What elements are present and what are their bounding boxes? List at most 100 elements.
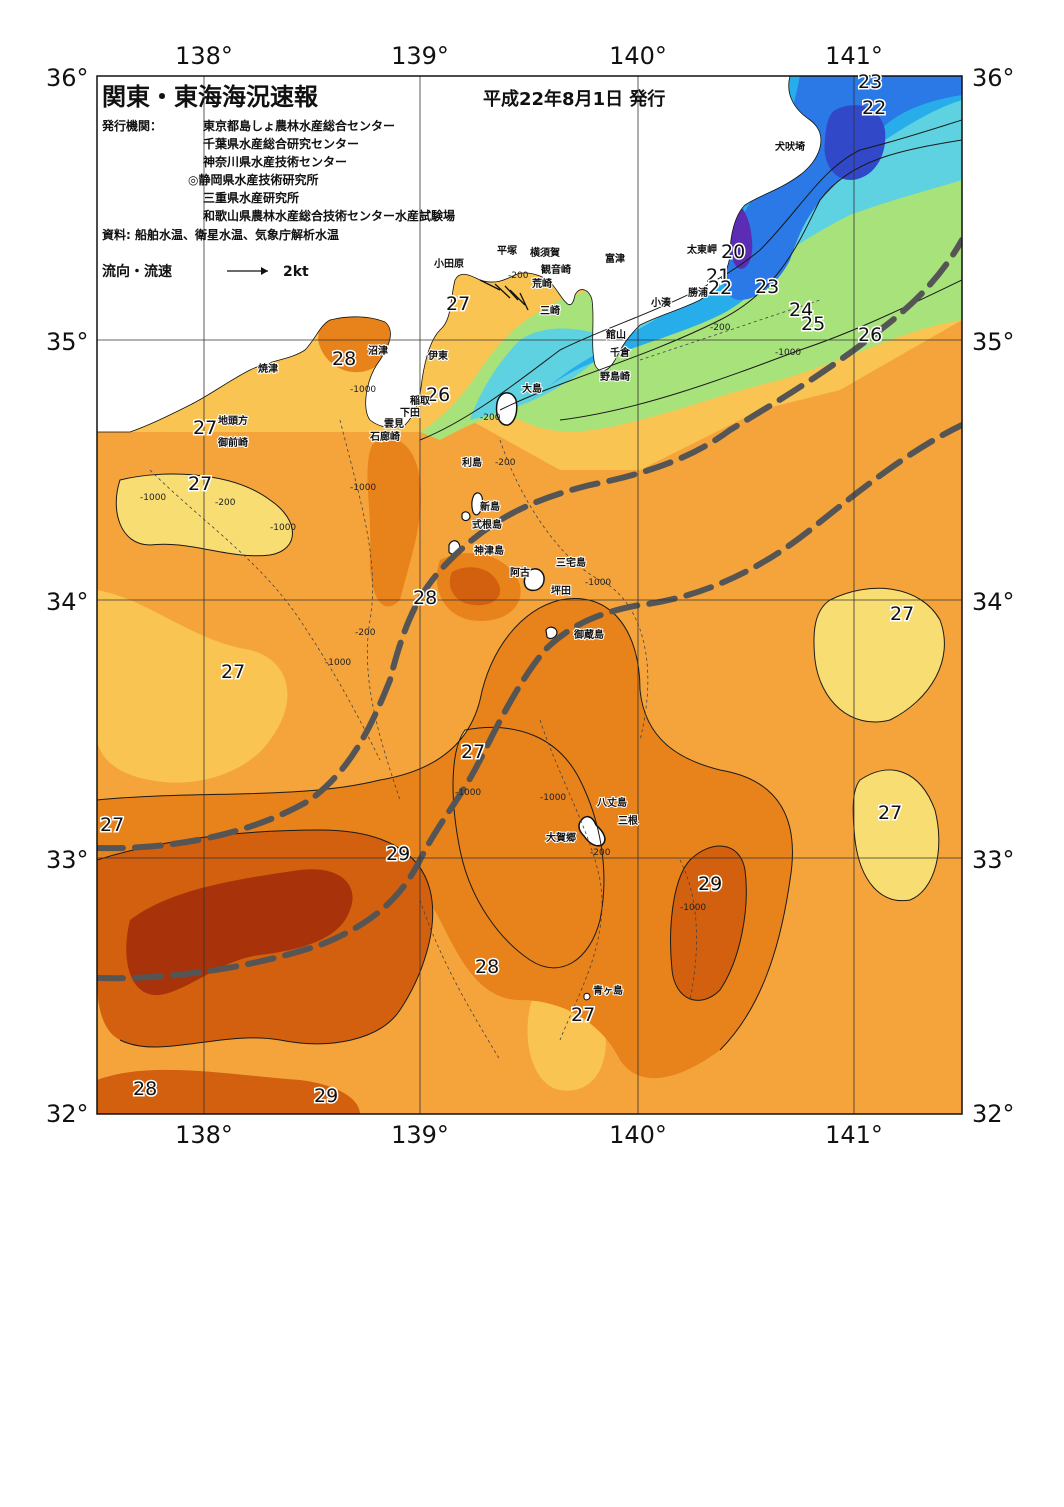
issuer: 神奈川県水産技術センター — [203, 154, 347, 169]
place-label: 平塚 — [497, 244, 517, 257]
place-label: 御蔵島 — [573, 628, 604, 641]
depth-label: -1000 — [680, 903, 706, 913]
isotherm-label: 28 — [133, 1078, 157, 1100]
depth-label: -1000 — [455, 788, 481, 798]
land-hachijojima — [578, 816, 606, 847]
place-label: 式根島 — [472, 518, 502, 531]
place-label: 八丈島 — [596, 796, 627, 809]
isotherm-label: 29 — [314, 1085, 338, 1107]
lon-label: 140° — [609, 42, 667, 70]
patch-warm-29-kozu — [449, 567, 501, 606]
patch-pale-east — [813, 588, 945, 722]
depth-label: -200 — [480, 413, 501, 423]
lat-label: 32° — [972, 1100, 1015, 1128]
place-label: 御前崎 — [217, 436, 248, 449]
lat-label: 33° — [46, 846, 89, 874]
latitude-labels-left: 36° 35° 34° 33° 32° — [46, 64, 89, 1128]
current-arrows — [479, 279, 529, 311]
depth-label: -1000 — [140, 493, 166, 503]
depth-label: -1000 — [270, 523, 296, 533]
map-title: 関東・東海海況速報 — [102, 83, 319, 111]
map-shape — [504, 285, 519, 301]
lat-label: 34° — [46, 588, 89, 616]
isotherm-label: 27 — [221, 661, 245, 683]
map-shape — [499, 139, 962, 411]
issue-date: 平成22年8月1日 発行 — [483, 88, 665, 110]
issuer: 東京都島しょ農林水産総合センター — [203, 118, 395, 133]
flow-scale-value: 2kt — [283, 264, 309, 280]
place-label: 富津 — [605, 252, 625, 265]
place-label: 館山 — [605, 328, 626, 341]
isotherm-label: 22 — [862, 97, 886, 119]
land-shikinejima — [461, 511, 471, 522]
issuer: 和歌山県農林水産総合技術センター水産試験場 — [202, 208, 455, 223]
depth-label: -1000 — [775, 348, 801, 358]
isotherm-label: 27 — [100, 814, 124, 836]
depth-label: -1000 — [325, 658, 351, 668]
issuer: 三重県水産研究所 — [203, 190, 299, 205]
isotherm-label: 28 — [475, 956, 499, 978]
depth-label-layer: -200 -200 -1000 -1000 -200 -200 -200 -10… — [140, 271, 801, 913]
isotherm-label: 22 — [708, 277, 732, 299]
map-frame — [96, 75, 963, 1115]
isotherm-label: 28 — [413, 587, 437, 609]
patch-warm-north — [367, 438, 421, 607]
place-label: 観音崎 — [541, 263, 571, 276]
latitude-labels-right: 36° 35° 34° 33° 32° — [972, 64, 1015, 1128]
place-label: 大島 — [522, 382, 542, 395]
lon-label: 138° — [175, 42, 233, 70]
patch-light-west — [97, 590, 288, 783]
place-label: 利島 — [462, 456, 482, 469]
land-aogashima — [583, 992, 591, 1001]
lat-label: 36° — [46, 64, 89, 92]
place-label: 三崎 — [540, 304, 560, 317]
isotherm-label: 27 — [890, 603, 914, 625]
place-label: 伊東 — [427, 349, 448, 362]
map-shape — [149, 469, 381, 761]
place-name-layer: 犬吠埼 太東岬 勝浦 小湊 富津 館山 千倉 野島崎 横須賀 観音崎 平塚 荒崎… — [216, 139, 806, 998]
isotherm-label-layer: 23 22 20 21 22 23 24 25 26 27 28 26 27 2… — [99, 70, 916, 1109]
lon-label: 141° — [825, 1121, 883, 1149]
place-label: 横須賀 — [530, 246, 560, 259]
header: 関東・東海海況速報 平成22年8月1日 発行 発行機関： 東京都島しょ農林水産総… — [101, 83, 665, 280]
graticule — [97, 76, 962, 1114]
map-shape — [97, 422, 962, 982]
isotherm-label: 20 — [721, 241, 745, 263]
patch-deep-blue — [824, 105, 886, 180]
isotherm-label: 26 — [426, 384, 450, 406]
isotherm-label: 27 — [878, 802, 902, 824]
map-shape — [419, 899, 501, 1061]
longitude-labels-bottom: 138° 139° 140° 141° — [175, 1121, 883, 1149]
place-label: 下田 — [400, 407, 420, 419]
lat-label: 32° — [46, 1100, 89, 1128]
flow-legend-label: 流向・流速 — [102, 263, 172, 280]
band-hot-30 — [126, 869, 353, 996]
patch-warm-izu-west — [318, 312, 396, 373]
place-label: 太東岬 — [686, 243, 717, 256]
depth-label: -200 — [508, 271, 529, 281]
map-shape — [509, 289, 526, 306]
isotherm-label: 26 — [858, 324, 882, 346]
isotherm-label: 29 — [698, 873, 722, 895]
issuer: ◎静岡県水産技術研究所 — [188, 172, 318, 187]
place-label: 勝浦 — [688, 286, 708, 299]
lon-label: 139° — [391, 1121, 449, 1149]
map-shape — [479, 279, 501, 291]
lon-label: 139° — [391, 42, 449, 70]
map-shape — [499, 439, 649, 741]
lat-label: 36° — [972, 64, 1015, 92]
lat-label: 34° — [972, 588, 1015, 616]
sea-surface-temperature-layer — [97, 76, 962, 1114]
place-label: 神津島 — [474, 544, 504, 557]
place-label: 焼津 — [258, 362, 278, 375]
band-warm-28 — [97, 598, 793, 1079]
map-shape — [97, 237, 962, 852]
isotherm-label: 24 — [789, 299, 813, 321]
isotherm-label: 29 — [386, 843, 410, 865]
band-blue — [723, 76, 962, 300]
patch-warm-29-south — [97, 1069, 360, 1114]
place-label: 石廊崎 — [369, 430, 400, 443]
isotherm-label: 28 — [332, 348, 356, 370]
